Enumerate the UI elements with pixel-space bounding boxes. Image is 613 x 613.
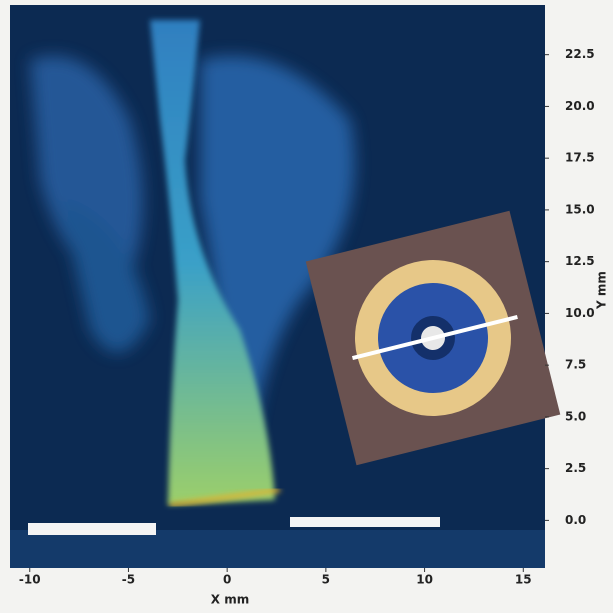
x-tick-label: 0 (223, 573, 231, 587)
y-tick-label: 12.5 (565, 254, 595, 268)
y-tick-label: 2.5 (565, 461, 586, 475)
y-axis-label: Y mm (595, 271, 609, 310)
x-tick-label: -10 (19, 573, 41, 587)
x-tick-label: 5 (322, 573, 330, 587)
y-tick-label: 5.0 (565, 409, 586, 423)
image (10, 5, 560, 568)
x-axis-label: X mm (211, 593, 249, 607)
x-tick-label: 10 (416, 573, 433, 587)
y-tick-label: 7.5 (565, 358, 586, 372)
y-tick-label: 15.0 (565, 202, 595, 216)
y-tick-label: 20.0 (565, 99, 595, 113)
chart: X mm Y mm -10 -5 0 5 10 15 0.0 2.5 5.0 7.5 10.0 12.… (0, 0, 613, 613)
x-tick-label: -5 (122, 573, 135, 587)
x-tick-label: 15 (515, 573, 532, 587)
y-tick-label: 10.0 (565, 306, 595, 320)
y-tick-label: 17.5 (565, 151, 595, 165)
y-tick-label: 0.0 (565, 513, 586, 527)
page: X mm Y mm -10 -5 0 5 10 15 0.0 2.5 5.0 7.5 10.0 12.… (0, 0, 613, 613)
y-tick-label: 22.5 (565, 47, 595, 61)
